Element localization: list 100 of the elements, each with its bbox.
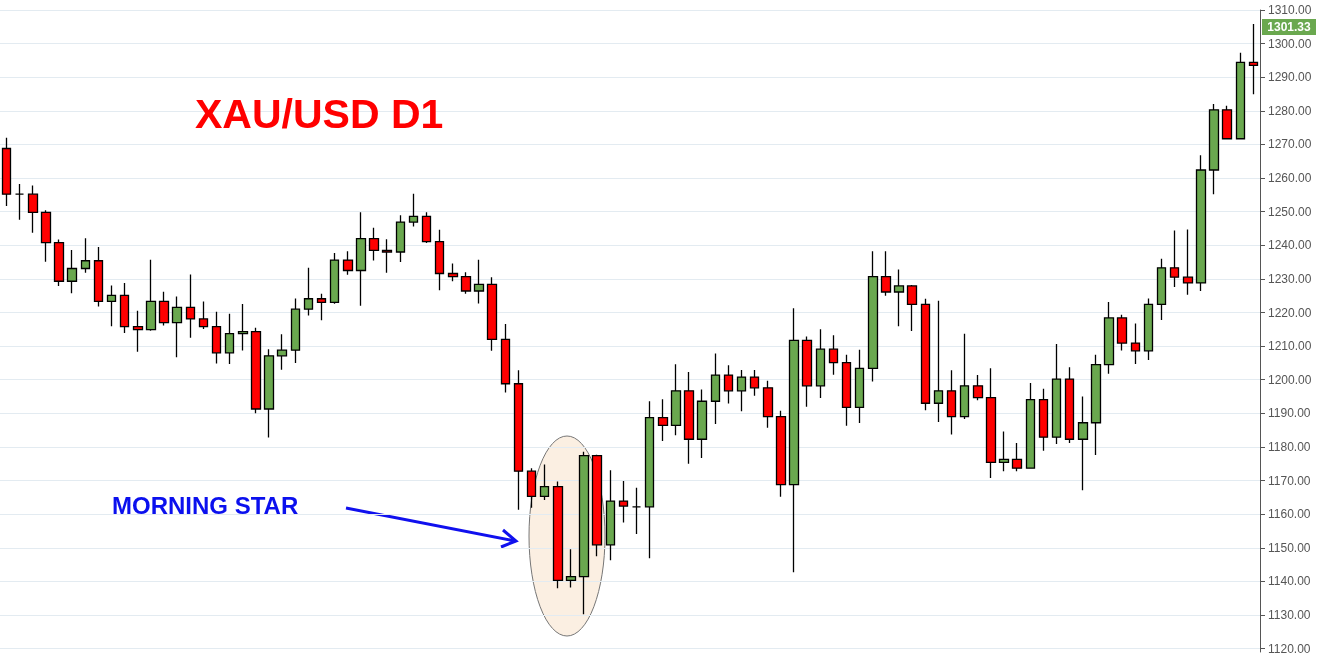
candlestick [211, 311, 222, 365]
y-tick-label: 1120.00 [1268, 641, 1311, 656]
candlestick [710, 352, 721, 425]
candlestick [959, 333, 970, 420]
candlestick [276, 333, 288, 371]
candlestick [1077, 395, 1089, 491]
candlestick [132, 310, 144, 353]
candlestick [854, 349, 865, 424]
y-tick-label: 1240.00 [1268, 238, 1312, 253]
candlestick [906, 284, 918, 332]
candlestick [395, 214, 406, 263]
candlestick [408, 193, 419, 228]
candlestick [198, 300, 209, 330]
candlestick [66, 249, 78, 294]
candlestick [473, 259, 485, 305]
candlestick [749, 369, 760, 397]
candlestick [250, 326, 262, 414]
y-tick-label: 1300.00 [1268, 36, 1312, 51]
candlestick [316, 293, 327, 321]
candlestick [342, 250, 354, 276]
candlestick [1090, 354, 1102, 456]
y-tick-label: 1260.00 [1268, 171, 1312, 186]
candlestick [670, 363, 682, 436]
candlestick [434, 229, 445, 291]
candlestick [736, 369, 747, 412]
candlestick [27, 184, 39, 234]
candlestick [565, 548, 577, 589]
y-tick-label: 1180.00 [1268, 439, 1311, 454]
candlestick [762, 380, 774, 429]
candlestick [1116, 314, 1128, 352]
y-tick-label: 1210.00 [1268, 339, 1312, 354]
y-tick-label: 1200.00 [1268, 372, 1312, 387]
candlestick [723, 364, 734, 405]
candlestick [513, 369, 524, 511]
y-tick-label: 1140.00 [1268, 574, 1311, 589]
candlestick [1221, 105, 1233, 140]
annotation: MORNING STAR [112, 491, 299, 519]
candlestick [539, 463, 550, 501]
candlestick [552, 480, 564, 589]
y-tick-label: 1290.00 [1268, 70, 1312, 85]
candlestick [368, 227, 380, 262]
text: 1301.33 [1267, 20, 1312, 34]
candlestick [880, 250, 892, 297]
candlestick [119, 282, 130, 334]
candlestick [106, 284, 117, 327]
candlestick [1, 137, 12, 207]
candlestick [1208, 103, 1220, 195]
candlestick [171, 295, 183, 358]
candlestick [145, 259, 157, 332]
candlestick [80, 237, 91, 274]
candlestick [998, 430, 1010, 472]
y-tick-label: 1160.00 [1268, 507, 1311, 522]
candlestick [93, 246, 104, 308]
candlestick [1182, 228, 1194, 296]
candlestick [303, 267, 314, 317]
candlestick [775, 410, 787, 498]
candlestick [421, 211, 432, 244]
text: XAU/USD D1 [195, 90, 444, 137]
candlestick [1103, 301, 1115, 375]
candlestick [631, 486, 642, 535]
y-tick-label: 1220.00 [1268, 305, 1312, 320]
candlestick [985, 367, 997, 479]
y-tick-label: 1150.00 [1268, 540, 1311, 555]
candlestick [1235, 52, 1246, 140]
candlestick [14, 183, 25, 221]
candlestick [1051, 343, 1062, 445]
candlestick [1038, 388, 1049, 452]
candlestick [1169, 229, 1180, 288]
candlestick [460, 271, 472, 295]
candlestick [644, 400, 655, 559]
candlestick [355, 211, 367, 307]
y-tick-label: 1130.00 [1268, 608, 1311, 623]
candlestick [526, 467, 537, 509]
candlestick [158, 291, 170, 327]
candlestick [578, 451, 590, 615]
candlestick [618, 480, 629, 524]
y-tick-label: 1310.00 [1268, 3, 1312, 17]
candlestick [801, 335, 813, 408]
candlestick [1011, 442, 1023, 472]
candlestick [224, 313, 235, 365]
candlestick [237, 303, 249, 352]
candlestick [841, 354, 852, 427]
candlestick [867, 250, 879, 383]
candlestick [290, 297, 301, 364]
candlestick [1156, 258, 1167, 321]
candlestick [893, 268, 905, 327]
candlestick [933, 300, 944, 423]
y-tick-label: 1280.00 [1268, 103, 1312, 118]
y-tick-label: 1190.00 [1268, 406, 1311, 421]
candlestick [828, 334, 839, 376]
y-tick-label: 1270.00 [1268, 137, 1312, 152]
candlestick [696, 388, 708, 459]
candlestick [53, 238, 65, 287]
candlestick [447, 262, 459, 282]
candlestick [500, 323, 511, 394]
y-tick-label: 1230.00 [1268, 271, 1312, 286]
candlestick [40, 209, 52, 263]
candlestick [657, 398, 669, 442]
y-tick-label: 1170.00 [1268, 473, 1311, 488]
candlestick [381, 238, 393, 274]
